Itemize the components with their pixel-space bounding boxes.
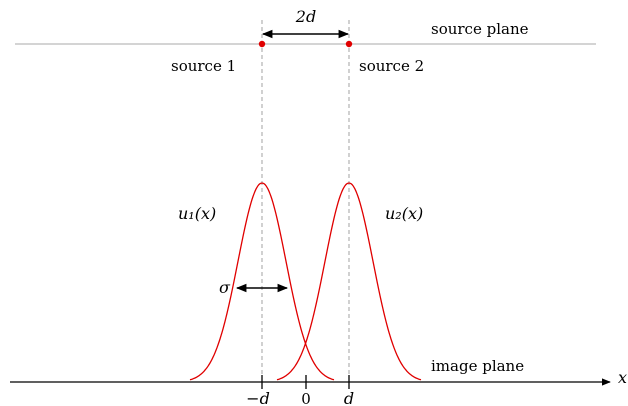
image-plane-label: image plane: [431, 357, 524, 375]
u2-curve: [276, 182, 422, 381]
u1-curve: [189, 182, 335, 381]
tick-label-neg-d: −d: [246, 389, 270, 406]
source-plane-label: source plane: [431, 20, 529, 38]
source1-label: source 1: [171, 57, 236, 75]
source2-dot: [345, 40, 353, 48]
u2-label: u₂(x): [385, 204, 423, 223]
source2-label: source 2: [359, 57, 424, 75]
separation-label: 2d: [295, 7, 316, 26]
x-axis-label: x: [618, 368, 627, 387]
tick-label-zero: 0: [301, 390, 311, 406]
sigma-label: σ: [219, 278, 231, 297]
u1-label: u₁(x): [178, 204, 216, 223]
tick-label-d: d: [344, 389, 354, 406]
source1-dot: [258, 40, 266, 48]
